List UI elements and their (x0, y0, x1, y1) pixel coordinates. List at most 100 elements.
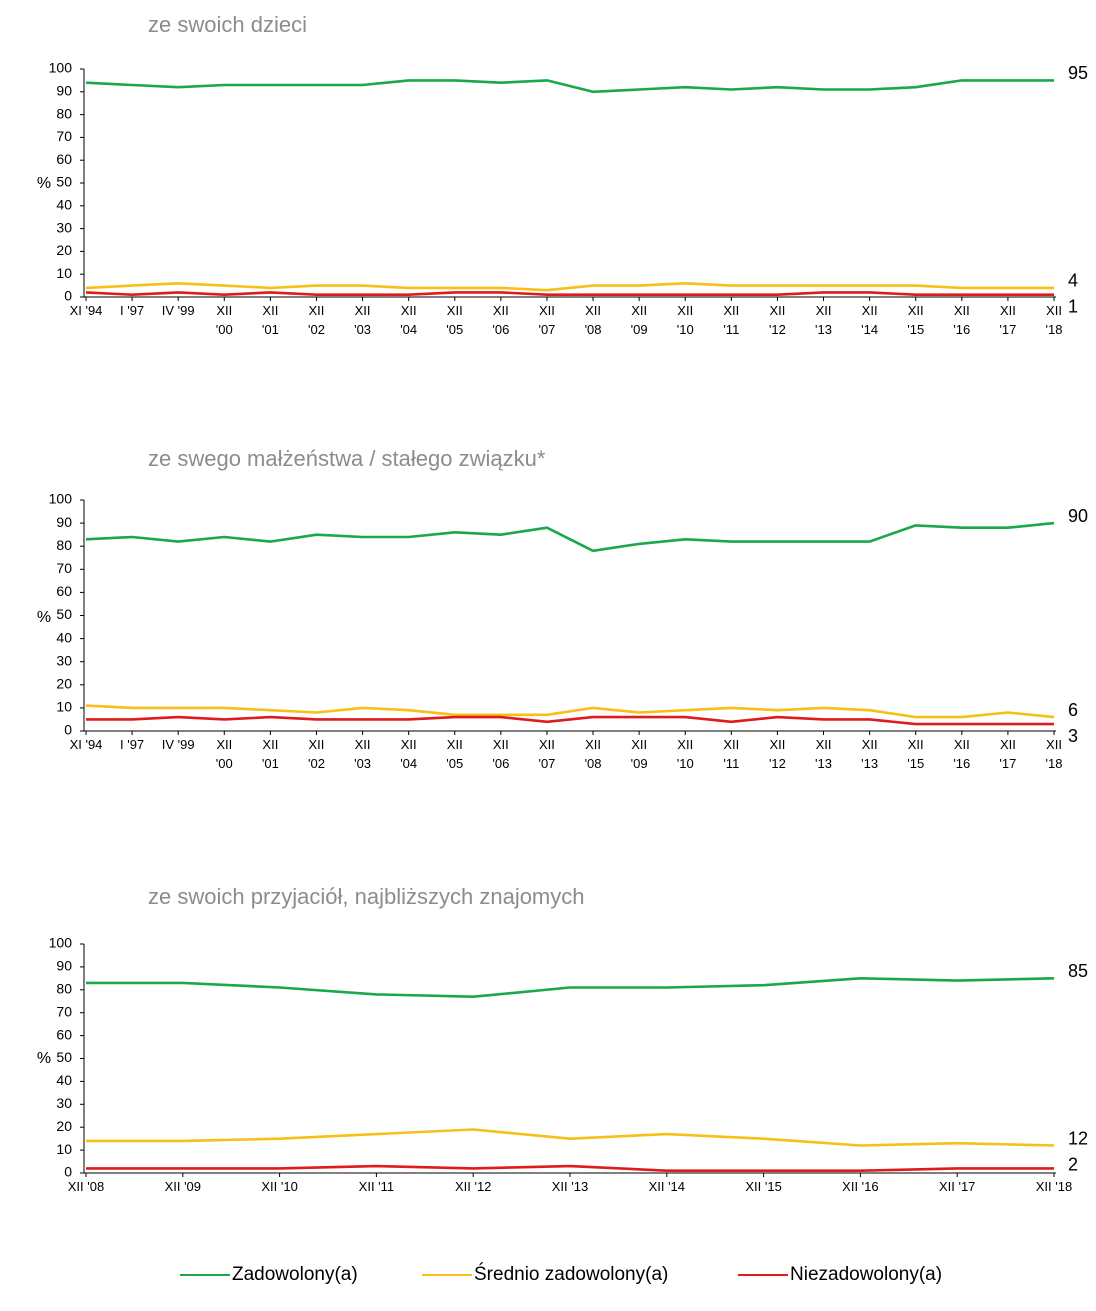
x-tick-label: '08 (585, 756, 602, 771)
x-tick-label: '15 (907, 322, 924, 337)
x-tick-label: '13 (815, 322, 832, 337)
y-tick-label: 10 (56, 265, 72, 281)
line-chart: % 0 10 20 30 40 50 60 70 80 90 100 XI '94 I '97 IV '99… (37, 491, 1088, 771)
x-tick-label: XII '08 (68, 1179, 104, 1194)
legend-swatch (180, 1274, 230, 1276)
end-value-label: 3 (1068, 726, 1078, 746)
x-tick-label: XII (723, 737, 739, 752)
x-tick-label: '17 (999, 322, 1016, 337)
end-value-label: 12 (1068, 1128, 1088, 1148)
end-value-label: 90 (1068, 506, 1088, 526)
end-value-label: 6 (1068, 700, 1078, 720)
x-tick-label: '02 (308, 322, 325, 337)
x-tick-label: XII (216, 303, 232, 318)
x-tick-label: XII (769, 737, 785, 752)
chart-title: ze swoich dzieci (148, 12, 307, 37)
x-tick-label: '12 (769, 322, 786, 337)
y-tick-label: 50 (56, 174, 72, 190)
x-tick-label: '09 (631, 756, 648, 771)
x-tick-label: '16 (953, 322, 970, 337)
x-tick-label: IV '99 (162, 737, 195, 752)
x-tick-label: XII '15 (745, 1179, 781, 1194)
x-tick-label: XII (677, 737, 693, 752)
x-tick-label: XII '13 (552, 1179, 588, 1194)
series-niezadowolony-line (85, 291, 1054, 297)
x-tick-label: XII (631, 303, 647, 318)
y-tick-label: 100 (49, 60, 73, 76)
x-tick-label: XII '12 (455, 1179, 491, 1194)
y-tick-label: 60 (56, 151, 72, 167)
x-tick-label: '03 (354, 322, 371, 337)
legend-swatch (738, 1274, 788, 1276)
series-niezadowolony-line (86, 715, 1054, 726)
x-tick-label: '05 (446, 322, 463, 337)
x-tick-label: XII (1000, 737, 1016, 752)
x-tick-label: XII (216, 737, 232, 752)
chart-panel-marriage: ze swego małżeństwa / stałego związku* %… (0, 446, 1096, 806)
series-zadowolony-line (85, 521, 1055, 553)
series-zadowolony-line (85, 79, 1054, 94)
end-value-label: 4 (1068, 271, 1078, 291)
y-tick-label: 50 (56, 606, 72, 622)
x-tick-label: I '97 (120, 303, 144, 318)
x-tick-label: '12 (769, 756, 786, 771)
x-tick-label: XII (493, 303, 509, 318)
series-srednio-line (86, 1128, 1055, 1147)
y-tick-label: 30 (56, 652, 72, 668)
y-tick-label: 70 (56, 128, 72, 144)
y-tick-label: 90 (56, 83, 72, 99)
y-tick-label: 0 (64, 288, 72, 304)
x-tick-label: '01 (262, 322, 279, 337)
y-axis-label: % (37, 609, 51, 626)
x-tick-label: XII (816, 303, 832, 318)
x-tick-label: XI '94 (70, 737, 103, 752)
x-tick-label: XII (769, 303, 785, 318)
chart-title: ze swoich przyjaciół, najbliższych znajo… (148, 884, 585, 909)
x-tick-label: '04 (400, 322, 417, 337)
end-value-label: 2 (1068, 1154, 1078, 1174)
x-tick-label: '04 (400, 756, 417, 771)
x-tick-label: XII (585, 737, 601, 752)
y-axis-label: % (37, 1050, 51, 1067)
end-value-label: 85 (1068, 961, 1088, 981)
x-tick-label: XII (723, 303, 739, 318)
x-tick-label: XII (355, 303, 371, 318)
x-tick-label: '02 (308, 756, 325, 771)
x-tick-label: XII '16 (842, 1179, 878, 1194)
x-tick-label: XII '09 (165, 1179, 201, 1194)
y-tick-label: 60 (56, 583, 72, 599)
x-tick-label: XII (862, 303, 878, 318)
x-tick-label: '15 (907, 756, 924, 771)
y-tick-label: 50 (56, 1049, 72, 1065)
chart-legend: Zadowolony(a) Średnio zadowolony(a) Niez… (0, 1260, 1096, 1290)
x-tick-label: '08 (585, 322, 602, 337)
x-tick-label: XII (585, 303, 601, 318)
legend-label: Średnio zadowolony(a) (474, 1264, 669, 1285)
x-tick-label: XII (493, 737, 509, 752)
series-srednio-line (85, 281, 1054, 292)
legend-swatch (422, 1274, 472, 1276)
x-tick-label: '09 (631, 322, 648, 337)
chart-title: ze swego małżeństwa / stałego związku* (148, 446, 546, 471)
x-tick-label: '13 (815, 756, 832, 771)
x-tick-label: XII (447, 303, 463, 318)
x-tick-label: '14 (861, 322, 878, 337)
y-tick-label: 0 (64, 1164, 72, 1180)
legend-label: Niezadowolony(a) (790, 1264, 943, 1285)
chart-panel-children: ze swoich dzieci % 0 10 20 30 40 50 60 70 80 90 100… (0, 12, 1096, 372)
y-tick-label: 0 (64, 722, 72, 738)
x-tick-label: XII (262, 737, 278, 752)
y-tick-label: 80 (56, 537, 72, 553)
y-tick-label: 10 (56, 1141, 72, 1157)
x-tick-label: XII (816, 737, 832, 752)
y-tick-label: 90 (56, 958, 72, 974)
x-tick-label: XII (908, 737, 924, 752)
x-tick-label: XI '94 (70, 303, 103, 318)
x-tick-label: XII (954, 303, 970, 318)
x-tick-label: '07 (538, 322, 555, 337)
y-tick-label: 100 (49, 491, 73, 507)
x-tick-label: XII (262, 303, 278, 318)
end-value-label: 1 (1068, 297, 1078, 317)
x-tick-label: XII '10 (261, 1179, 297, 1194)
chart-panel-friends: ze swoich przyjaciół, najbliższych znajo… (0, 884, 1096, 1204)
